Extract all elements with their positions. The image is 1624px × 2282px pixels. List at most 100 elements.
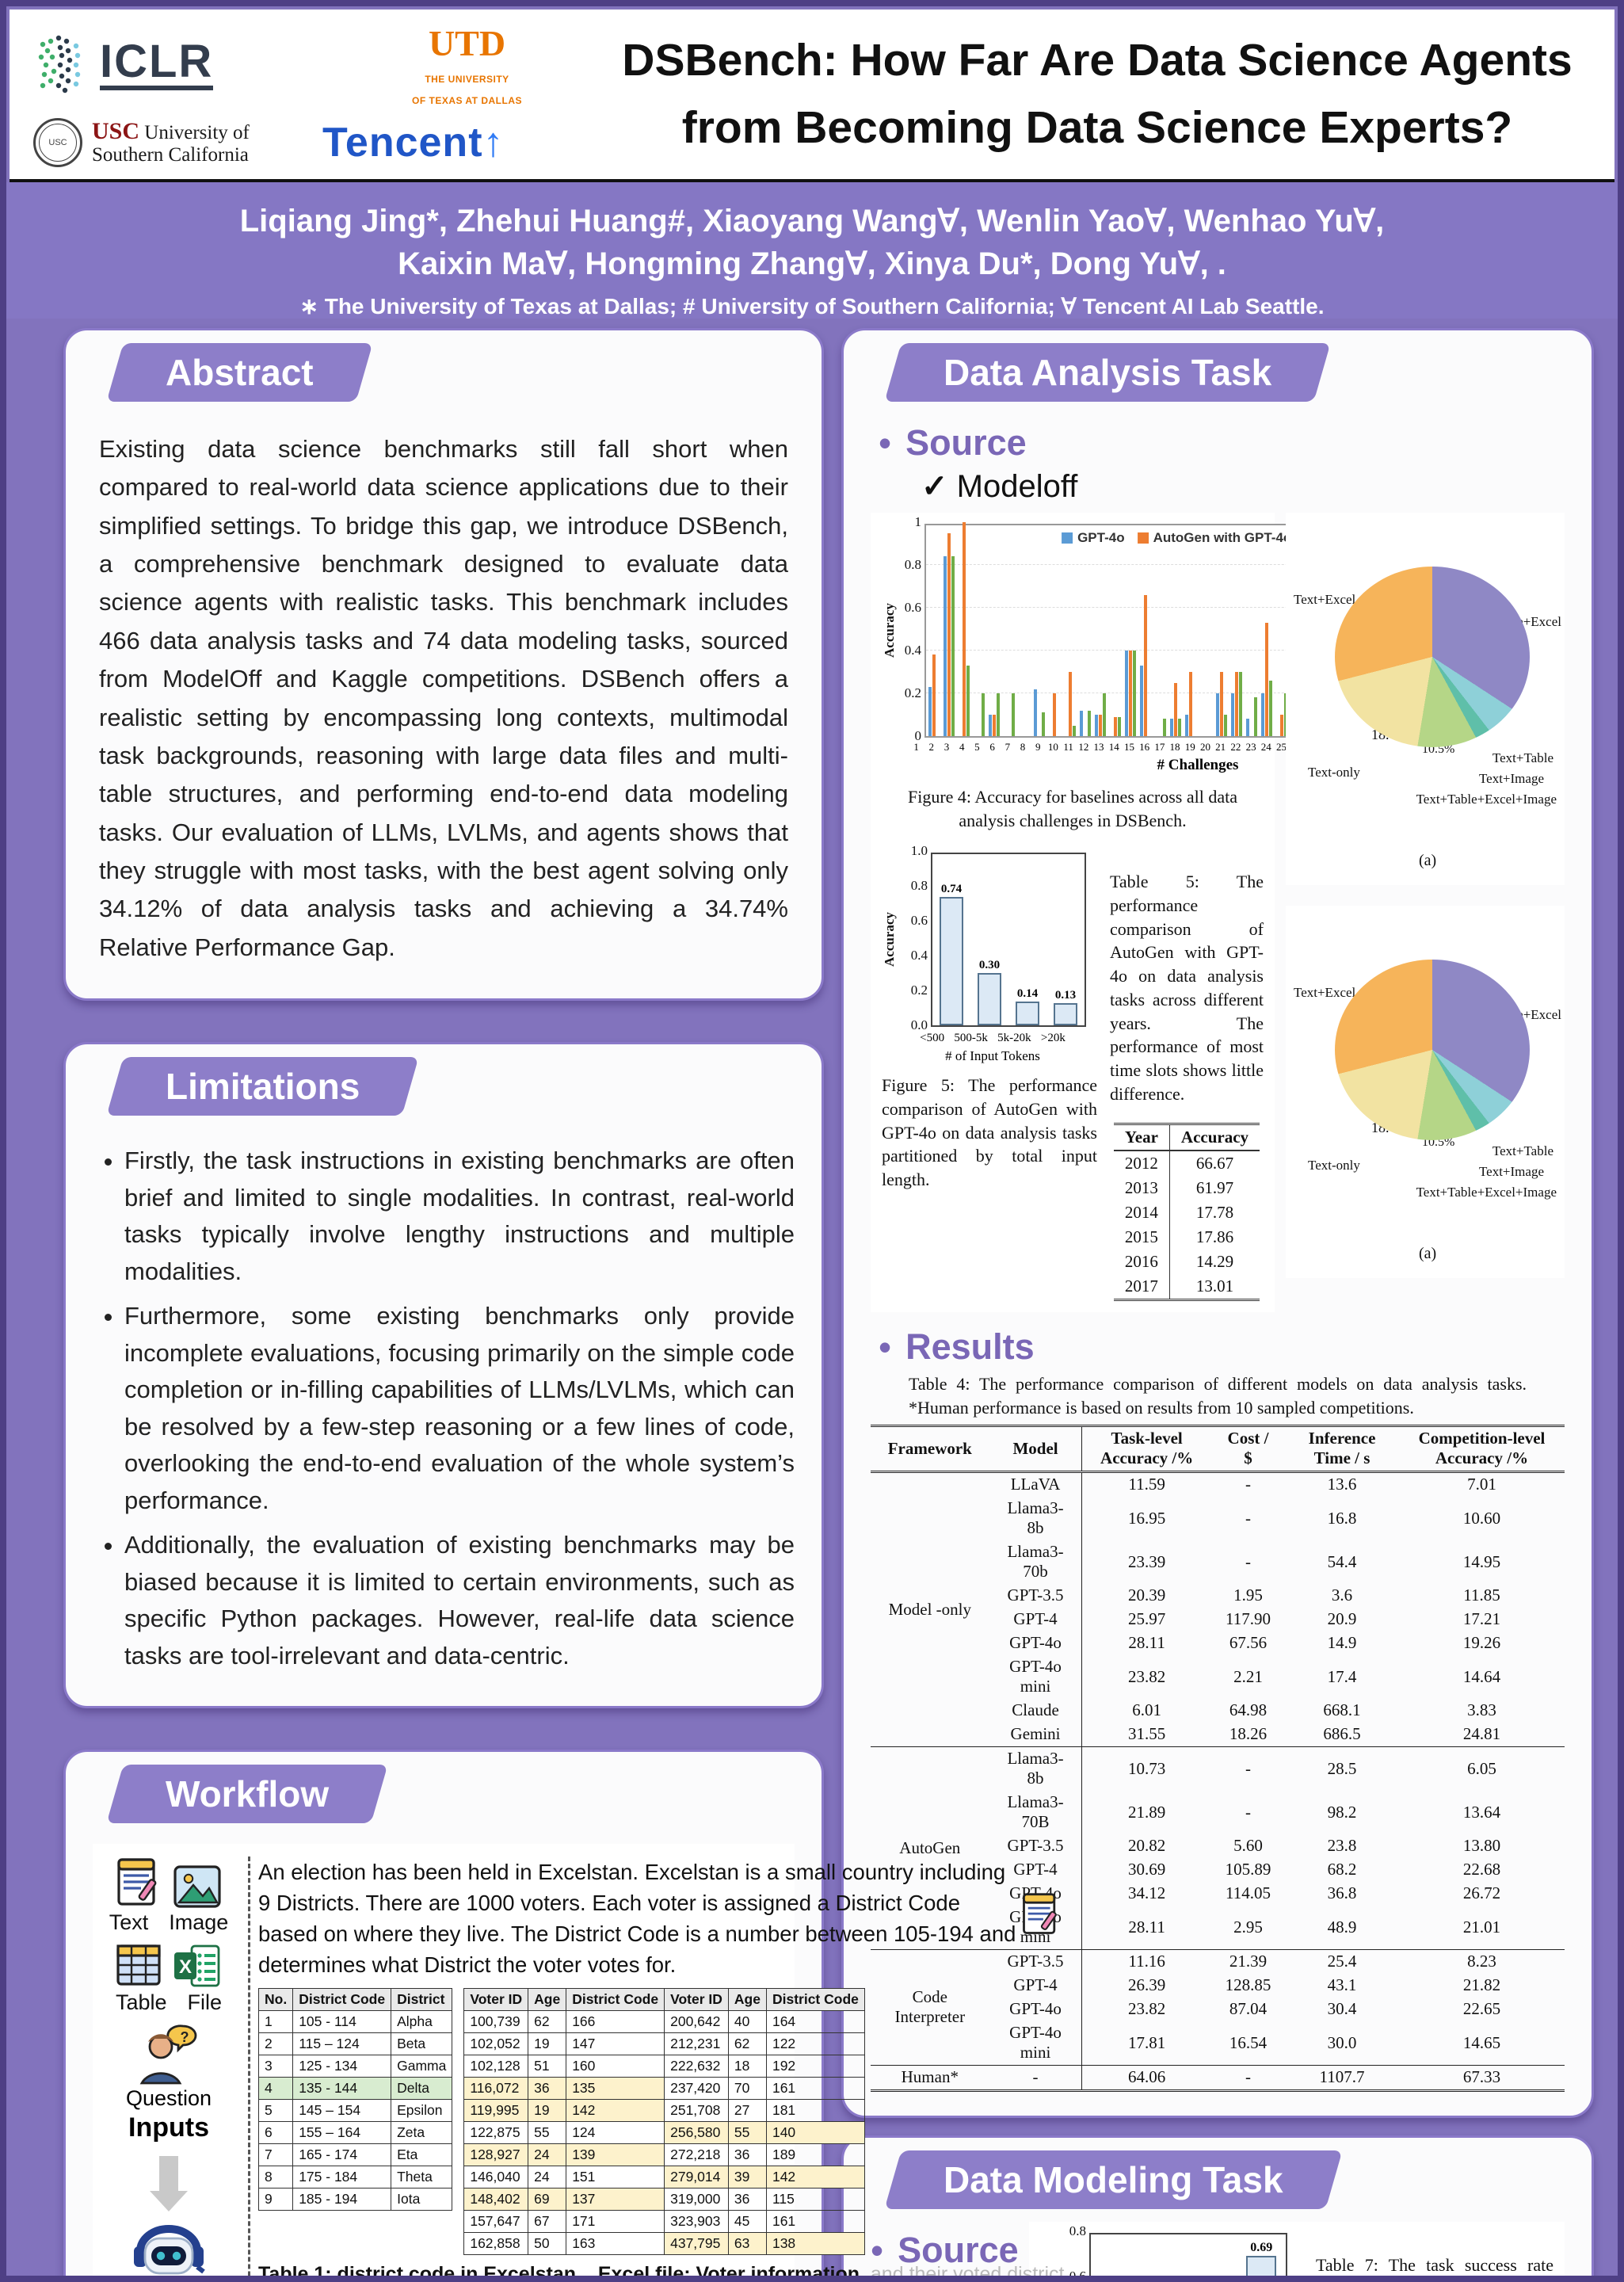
abstract-title: Abstract bbox=[166, 352, 314, 393]
table-cell: 13.6 bbox=[1285, 1471, 1399, 1497]
table7-caption: Table 7: The task success rate compariso… bbox=[1316, 2254, 1553, 2275]
rail-label-table: Table bbox=[115, 1990, 167, 2015]
table-cell: 2015 bbox=[1124, 1227, 1158, 1247]
bar bbox=[1280, 715, 1284, 736]
pie-sublabel: (a) bbox=[1419, 852, 1437, 869]
table-cell: 22.65 bbox=[1462, 1999, 1501, 2019]
legend-label: AutoGen with GPT-4o bbox=[1153, 530, 1292, 545]
workflow-main: An election has been held in Excelstan. … bbox=[257, 1857, 1069, 2282]
usc-logo: USC USC University of Southern Californi… bbox=[33, 117, 322, 167]
x-tick-label: 4 bbox=[959, 741, 965, 753]
table-cell: 3.6 bbox=[1331, 1586, 1353, 1605]
table-cell: 2017 bbox=[1113, 1274, 1170, 1302]
pie-label: Text+Image bbox=[1478, 771, 1544, 786]
table-cell: 54.4 bbox=[1327, 1551, 1357, 1571]
data-analysis-card: Data Analysis Task • Source ✓ Modeloff Ac… bbox=[841, 328, 1594, 2118]
robot-icon bbox=[134, 2225, 205, 2275]
bar: 0.30 bbox=[978, 959, 1001, 1026]
table-cell: 7 bbox=[257, 2143, 294, 2167]
usc-seal-icon: USC bbox=[33, 117, 82, 167]
table-cell: 63 bbox=[727, 2232, 767, 2256]
bar: 0.69 bbox=[1246, 2241, 1277, 2276]
column-header: Voter ID bbox=[463, 1988, 529, 2012]
table-cell: GPT-4o bbox=[1009, 1633, 1062, 1653]
table-cell: 30.0 bbox=[1327, 2032, 1357, 2052]
table-cell: 23.39 bbox=[1081, 1540, 1211, 1584]
bar bbox=[1034, 689, 1038, 736]
usc-name-line1: University of bbox=[144, 122, 250, 144]
table1-caption: Table 1: district code in Excelstan. Exc… bbox=[258, 2263, 1065, 2282]
logo-block: ICLR UTD THE UNIVERSITY OF TEXAS AT DALL… bbox=[10, 22, 612, 167]
table-cell: 14.64 bbox=[1462, 1666, 1501, 1686]
bar bbox=[1128, 651, 1132, 736]
rail-label-question: Question bbox=[125, 2086, 212, 2111]
table-cell: 19 bbox=[528, 2099, 567, 2123]
table-row: 128,927 24 139 272,218 36 189 bbox=[463, 2143, 865, 2167]
table-cell: 161 bbox=[765, 2210, 865, 2234]
plot-wrap: 0.0 0.2 0.4 0.6 0.8 1.0 0.74 0.30 0.14 0.13 bbox=[911, 843, 1086, 1032]
table-cell: - bbox=[1210, 2064, 1286, 2092]
x-tick-label: 1 bbox=[913, 741, 919, 753]
table-cell: - bbox=[989, 2064, 1082, 2092]
table-cell: 39 bbox=[727, 2166, 767, 2189]
affiliations: ∗ The University of Texas at Dallas; # U… bbox=[299, 294, 1325, 319]
data-modeling-header: Data Modeling Task bbox=[884, 2150, 1343, 2209]
table-cell: 119,995 bbox=[463, 2099, 529, 2123]
table-cell: 40 bbox=[727, 2010, 767, 2034]
table-row: AutoGen Llama3-8b 10.73-28.5 6.05 bbox=[871, 1746, 1565, 1950]
table-cell: 21.82 bbox=[1462, 1975, 1501, 1995]
analysis-source-item: ✓ Modeloff bbox=[921, 469, 1078, 504]
bar bbox=[1068, 672, 1072, 736]
authors-line2: Kaixin Ma∀, Hongming Zhang∀, Xinya Du*, … bbox=[398, 246, 1226, 281]
workflow-card: Workflow Text Image bbox=[63, 1750, 1064, 2276]
table-cell: 148,402 bbox=[463, 2188, 529, 2211]
pie-sublabel: (a) bbox=[1419, 1245, 1437, 1262]
table-cell: 62 bbox=[727, 2032, 767, 2056]
table-cell: 437,795 bbox=[664, 2232, 729, 2256]
table-cell: 17.4 bbox=[1327, 1666, 1357, 1686]
table-cell: 24 bbox=[528, 2166, 567, 2189]
table-cell: 22.68 bbox=[1462, 1860, 1501, 1879]
bar-group bbox=[1244, 525, 1259, 736]
table-cell: 98.2 bbox=[1327, 1802, 1357, 1822]
table-row: 102,128 51 160 222,632 18 192 bbox=[463, 2055, 865, 2078]
table-cell: 5 bbox=[257, 2099, 294, 2123]
title-line2: from Becoming Data Science Experts? bbox=[681, 102, 1513, 153]
table-cell: Epsilon bbox=[391, 2099, 453, 2123]
table-row: 9 185 - 194 Iota bbox=[257, 2188, 453, 2211]
utd-name-line2: OF TEXAS AT DALLAS bbox=[412, 94, 522, 106]
table-cell: - bbox=[1210, 1746, 1286, 1791]
table-cell: 13.80 bbox=[1462, 1836, 1501, 1856]
table-cell: 272,218 bbox=[664, 2143, 729, 2167]
table-cell: 10.60 bbox=[1462, 1508, 1501, 1528]
table-cell: 45 bbox=[727, 2210, 767, 2234]
table-cell: 125 - 134 bbox=[292, 2055, 392, 2078]
table-cell: GPT-4o mini bbox=[1009, 2023, 1062, 2063]
pie-chart bbox=[1335, 960, 1530, 1140]
data-analysis-header: Data Analysis Task bbox=[884, 343, 1331, 402]
table-cell: 135 - 144 bbox=[292, 2077, 392, 2101]
authors-band: Liqiang Jing*, Zhehui Huang#, Xiaoyang W… bbox=[6, 182, 1618, 319]
x-tick-label: 17 bbox=[1154, 741, 1165, 753]
table-cell: 128.85 bbox=[1225, 1975, 1271, 1995]
y-tick-label: 0.8 bbox=[904, 557, 921, 572]
table-cell: 171 bbox=[566, 2210, 665, 2234]
rail-label-image: Image bbox=[169, 1910, 229, 1935]
table-body: 2012 66.67 2013 61.97 2014 17.78 2015 17.86 2016… bbox=[1113, 1151, 1260, 1302]
authors-line1: Liqiang Jing*, Zhehui Huang#, Xiaoyang W… bbox=[239, 204, 1385, 239]
legend-swatch-icon bbox=[1137, 532, 1149, 544]
table-cell: 2.95 bbox=[1233, 1917, 1263, 1937]
bar: 0.13 bbox=[1054, 989, 1077, 1026]
table-row: 148,402 69 137 319,000 36 115 bbox=[463, 2188, 865, 2211]
table-cell: 163 bbox=[566, 2232, 665, 2256]
table-cell: 11.85 bbox=[1463, 1586, 1500, 1605]
table-cell: 36 bbox=[727, 2143, 767, 2167]
table-cell: LLaVA bbox=[989, 1471, 1082, 1497]
table-cell: 61.97 bbox=[1168, 1176, 1260, 1201]
table-cell: 10.73 bbox=[1081, 1746, 1211, 1791]
table-cell: Delta bbox=[391, 2077, 453, 2101]
down-arrow-icon bbox=[150, 2156, 188, 2212]
y-tick-label: 0.6 bbox=[1069, 2269, 1086, 2282]
table-cell: GPT-4 bbox=[1013, 1609, 1058, 1629]
table-cell: 668.1 bbox=[1323, 1700, 1361, 1720]
